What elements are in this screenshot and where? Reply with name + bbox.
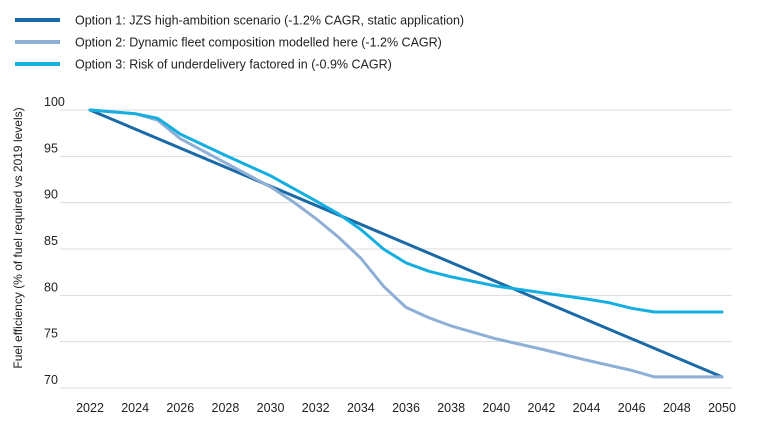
x-tick-label: 2040 <box>482 401 510 415</box>
y-tick-label: 80 <box>44 280 58 294</box>
x-tick-label: 2026 <box>166 401 194 415</box>
x-tick-label: 2024 <box>121 401 149 415</box>
series-lines <box>88 108 724 379</box>
y-tick-label: 100 <box>44 95 65 109</box>
x-tick-label: 2042 <box>528 401 556 415</box>
y-tick-label: 85 <box>44 234 58 248</box>
legend: Option 1: JZS high-ambition scenario (-1… <box>15 14 464 72</box>
legend-label: Option 2: Dynamic fleet composition mode… <box>75 36 442 50</box>
x-tick-label: 2036 <box>392 401 420 415</box>
series-line-option-1 <box>88 108 724 379</box>
x-tick-label: 2038 <box>437 401 465 415</box>
x-tick-label: 2032 <box>302 401 330 415</box>
x-tick-label: 2046 <box>618 401 646 415</box>
y-tick-label: 90 <box>44 188 58 202</box>
y-axis-title: Fuel efficiency (% of fuel required vs 2… <box>11 107 25 368</box>
x-axis-ticks: 2022 2024 2026 2028 2030 2032 2034 2036 2038 2040… <box>76 401 736 415</box>
legend-label: Option 1: JZS high-ambition scenario (-1… <box>75 14 464 28</box>
x-tick-label: 2034 <box>347 401 375 415</box>
x-tick-label: 2028 <box>212 401 240 415</box>
x-tick-label: 2044 <box>573 401 601 415</box>
series-line-option-2 <box>88 108 724 379</box>
legend-label: Option 3: Risk of underdelivery factored… <box>75 58 392 72</box>
gridlines <box>60 109 732 389</box>
x-tick-label: 2022 <box>76 401 104 415</box>
y-tick-label: 70 <box>44 373 58 387</box>
y-tick-label: 75 <box>44 327 58 341</box>
x-tick-label: 2050 <box>708 401 736 415</box>
y-axis-ticks: 70 75 80 85 90 95 100 <box>44 95 65 387</box>
x-tick-label: 2048 <box>663 401 691 415</box>
series-line-option-3 <box>88 108 724 314</box>
x-tick-label: 2030 <box>257 401 285 415</box>
y-tick-label: 95 <box>44 141 58 155</box>
